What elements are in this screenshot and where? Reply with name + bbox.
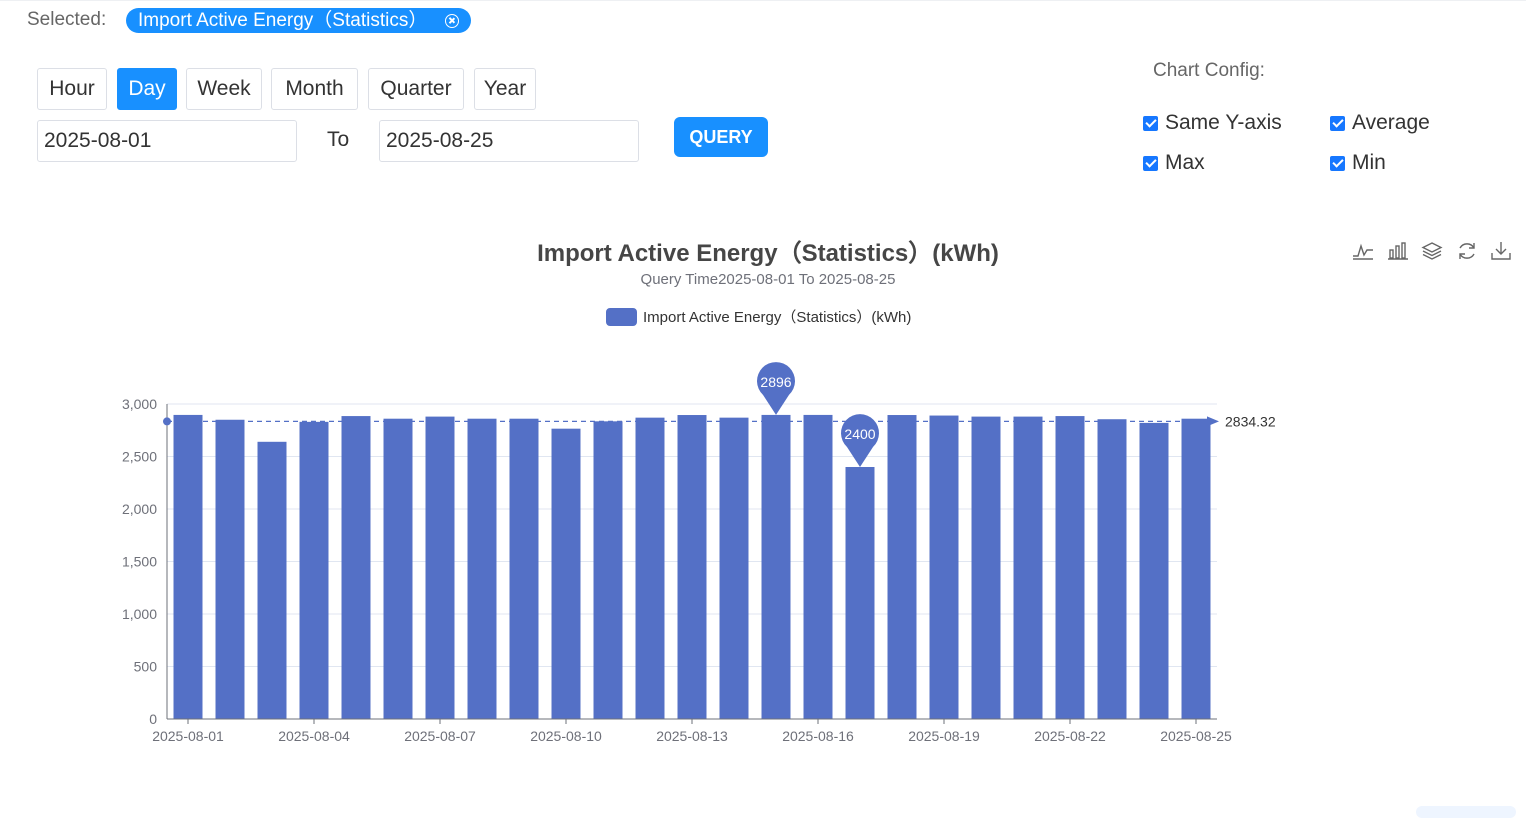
checkbox-checked-icon[interactable] [1143, 115, 1158, 131]
selected-metric-chip[interactable]: Import Active Energy（Statistics） [126, 8, 472, 33]
query-button[interactable]: QUERY [674, 117, 768, 157]
min-label: Min [1352, 151, 1386, 174]
min-checkbox[interactable]: Min [1330, 151, 1386, 175]
bar[interactable] [425, 416, 455, 719]
selected-label: Selected: [27, 9, 107, 30]
bar[interactable] [467, 418, 497, 719]
to-label: To [327, 128, 350, 151]
max-checkbox[interactable]: Max [1143, 151, 1205, 175]
legend-swatch [606, 307, 637, 326]
restore-icon[interactable] [1456, 240, 1478, 267]
bar[interactable] [257, 441, 287, 719]
bar-chart-icon[interactable] [1387, 240, 1409, 267]
chart-title: Import Active Energy（Statistics）(kWh) [537, 240, 999, 267]
checkbox-checked-icon[interactable] [1330, 155, 1345, 171]
period-day-button[interactable]: Day [117, 68, 177, 110]
bar[interactable] [1181, 418, 1211, 719]
top-divider [0, 0, 1526, 1]
bar[interactable] [971, 416, 1001, 719]
bar[interactable] [635, 417, 665, 719]
x-tick-label: 2025-08-19 [908, 728, 980, 744]
selected-metric-chip-label: Import Active Energy（Statistics） [138, 10, 428, 31]
bar[interactable] [1055, 416, 1085, 719]
x-tick-label: 2025-08-10 [530, 728, 602, 744]
close-circle-icon[interactable] [445, 13, 460, 28]
bar[interactable] [803, 414, 833, 719]
bar[interactable] [1139, 422, 1169, 719]
bar[interactable] [1097, 419, 1127, 719]
checkbox-checked-icon[interactable] [1330, 115, 1345, 131]
x-tick-label: 2025-08-25 [1160, 728, 1232, 744]
y-tick-label: 1,500 [122, 554, 157, 570]
bar[interactable] [761, 414, 791, 719]
y-tick-label: 2,000 [122, 501, 157, 517]
period-month-button[interactable]: Month [271, 68, 358, 110]
y-tick-label: 2,500 [122, 449, 157, 465]
bar[interactable] [173, 414, 203, 719]
min-marker-label: 2400 [844, 426, 875, 442]
period-year-button[interactable]: Year [474, 68, 536, 110]
average-line-start [163, 417, 171, 426]
chart-subtitle: Query Time2025-08-01 To 2025-08-25 [640, 271, 896, 288]
y-tick-label: 1,000 [122, 606, 157, 622]
same-y-axis-label: Same Y-axis [1165, 111, 1282, 134]
checkbox-checked-icon[interactable] [1143, 155, 1158, 171]
bar[interactable] [299, 421, 329, 719]
average-line-arrow [1207, 416, 1219, 427]
same-y-axis-checkbox[interactable]: Same Y-axis [1143, 111, 1282, 135]
bar[interactable] [509, 418, 539, 719]
average-label: 2834.32 [1225, 413, 1276, 429]
average-checkbox[interactable]: Average [1330, 111, 1430, 135]
chart-config-title: Chart Config: [1153, 60, 1265, 81]
bar[interactable] [677, 415, 707, 719]
end-date-input[interactable] [379, 120, 639, 162]
bar[interactable] [593, 421, 623, 719]
max-marker [757, 362, 795, 415]
chart-legend-item[interactable]: Import Active Energy（Statistics）(kWh) [606, 306, 911, 327]
x-tick-label: 2025-08-07 [404, 728, 476, 744]
bar[interactable] [929, 415, 959, 719]
x-tick-label: 2025-08-04 [278, 728, 350, 744]
x-tick-label: 2025-08-13 [656, 728, 728, 744]
bar[interactable] [551, 428, 581, 719]
stack-icon[interactable] [1421, 240, 1443, 267]
max-marker-label: 2896 [760, 374, 791, 390]
period-hour-button[interactable]: Hour [37, 68, 107, 110]
x-tick-label: 2025-08-16 [782, 728, 854, 744]
bar[interactable] [383, 418, 413, 719]
max-label: Max [1165, 151, 1205, 174]
bar[interactable] [1013, 416, 1043, 719]
bar[interactable] [719, 417, 749, 719]
legend-label: Import Active Energy（Statistics）(kWh) [643, 309, 912, 326]
min-marker [841, 414, 880, 467]
y-tick-label: 3,000 [122, 396, 157, 412]
bar[interactable] [341, 416, 371, 719]
average-label: Average [1352, 111, 1430, 134]
bar[interactable] [215, 419, 245, 719]
period-week-button[interactable]: Week [186, 68, 262, 110]
y-tick-label: 500 [134, 659, 158, 675]
line-chart-icon[interactable] [1352, 240, 1374, 267]
x-tick-label: 2025-08-22 [1034, 728, 1106, 744]
x-tick-label: 2025-08-01 [152, 728, 224, 744]
bar[interactable] [845, 467, 875, 719]
download-icon[interactable] [1490, 240, 1512, 267]
bar[interactable] [887, 415, 917, 719]
y-tick-label: 0 [149, 711, 157, 727]
period-quarter-button[interactable]: Quarter [368, 68, 464, 110]
start-date-input[interactable] [37, 120, 297, 162]
scroll-hint [1416, 806, 1516, 818]
